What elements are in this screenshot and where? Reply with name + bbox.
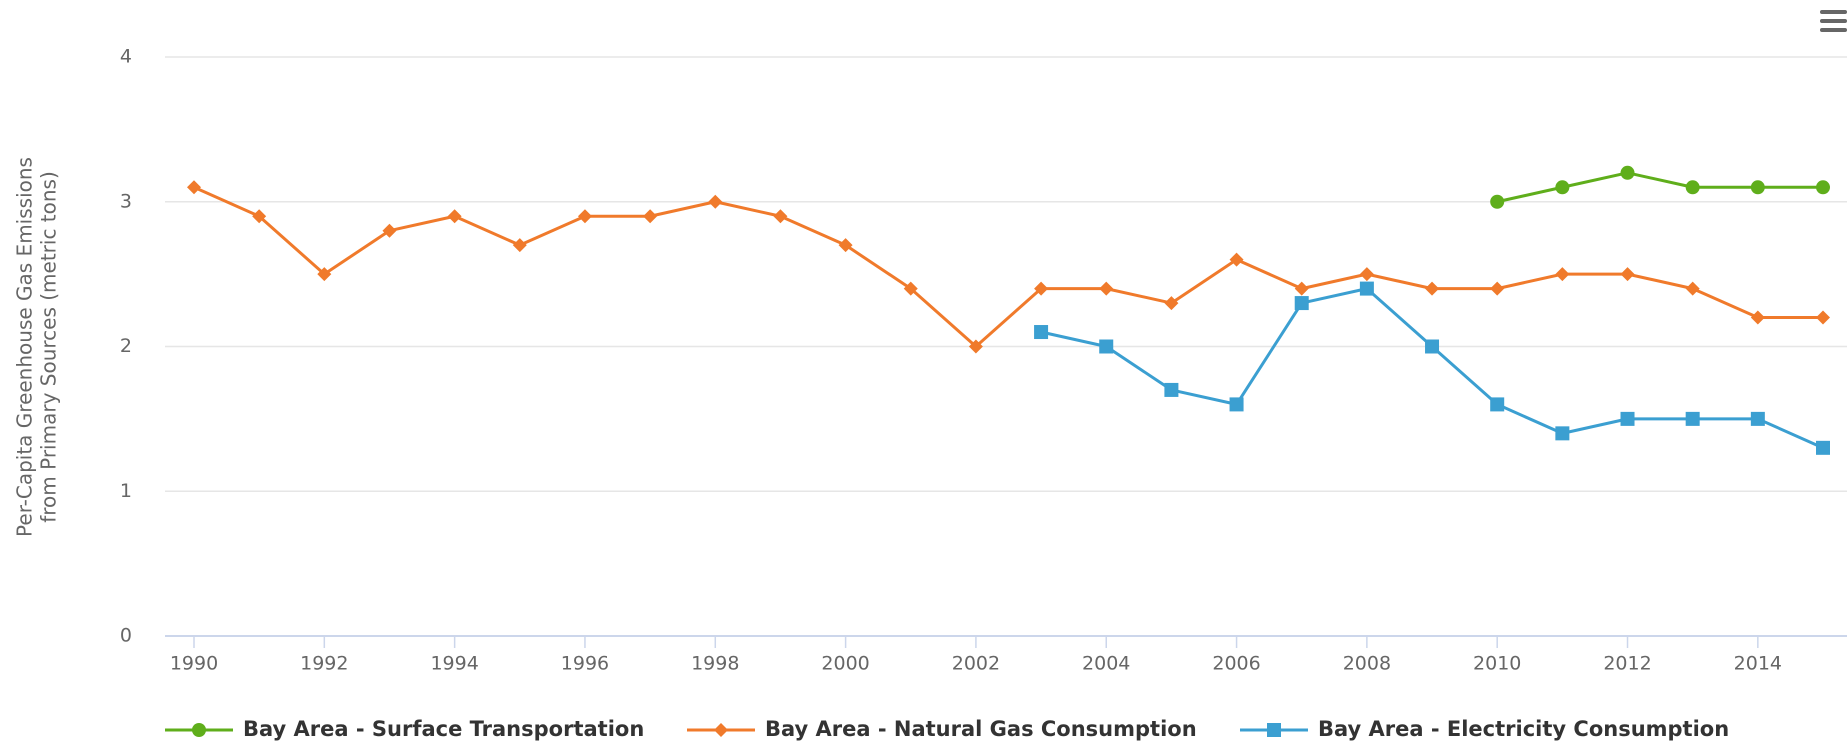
series-line (193, 185, 1823, 348)
point (1685, 411, 1700, 426)
point (1359, 281, 1374, 296)
y-tick-label: 2 (120, 335, 132, 357)
legend-marker (714, 723, 728, 737)
y-tick-label: 0 (120, 625, 132, 647)
point (1164, 296, 1179, 311)
x-tick-label: 2010 (1473, 653, 1521, 675)
legend-item[interactable]: Bay Area - Natural Gas Consumption (687, 717, 1197, 741)
point (1425, 281, 1440, 296)
y-tick-label: 3 (120, 190, 132, 212)
x-tick-label: 1996 (561, 653, 609, 675)
x-tick-label: 2008 (1343, 653, 1391, 675)
point (1816, 180, 1830, 195)
point (1099, 281, 1114, 296)
point (1620, 267, 1635, 282)
point (1816, 440, 1830, 455)
series-line (1040, 287, 1824, 450)
point (1750, 310, 1765, 325)
series (1034, 281, 1830, 455)
point (1555, 180, 1570, 195)
point (382, 223, 397, 238)
point (187, 180, 201, 195)
point (1555, 426, 1570, 441)
point (1750, 411, 1765, 426)
point (1490, 281, 1505, 296)
point (1294, 296, 1309, 311)
x-tick-label: 1992 (300, 653, 348, 675)
x-tick-label: 1998 (691, 653, 739, 675)
y-axis-title: Per-Capita Greenhouse Gas Emissions from… (13, 157, 61, 537)
point (1425, 339, 1440, 354)
series (1490, 165, 1830, 209)
point (1750, 180, 1765, 195)
legend-item[interactable]: Bay Area - Surface Transportation (165, 717, 644, 741)
point (1555, 267, 1570, 282)
point (1099, 339, 1114, 354)
point (1816, 310, 1830, 325)
x-tick-label: 1990 (170, 653, 218, 675)
point (1359, 267, 1374, 282)
y-axis-title-line: Per-Capita Greenhouse Gas Emissions (13, 157, 37, 537)
x-tick-label: 2002 (952, 653, 1000, 675)
menu-icon[interactable] (1820, 10, 1847, 32)
y-tick-label: 4 (120, 46, 132, 68)
y-axis-title-line: from Primary Sources (metric tons) (37, 171, 61, 523)
legend-item[interactable]: Bay Area - Electricity Consumption (1240, 717, 1729, 741)
point (1294, 281, 1309, 296)
point (1229, 397, 1244, 412)
point (1620, 165, 1635, 180)
legend-label: Bay Area - Surface Transportation (243, 717, 644, 741)
menu-bar (1820, 19, 1847, 23)
legend-label: Bay Area - Natural Gas Consumption (765, 717, 1197, 741)
point (1034, 325, 1049, 340)
menu-bar (1820, 10, 1847, 14)
x-tick-label: 2014 (1734, 653, 1782, 675)
point (447, 209, 462, 224)
point (1164, 382, 1179, 397)
point (1685, 180, 1700, 195)
point (1034, 281, 1049, 296)
point (968, 339, 983, 354)
x-tick-label: 2004 (1082, 653, 1130, 675)
point (1229, 252, 1244, 267)
point (577, 209, 592, 224)
legend-marker (192, 723, 206, 737)
menu-bar (1820, 28, 1847, 32)
point (1620, 411, 1635, 426)
point (1490, 397, 1505, 412)
series (187, 180, 1830, 354)
point (708, 194, 723, 209)
point (838, 238, 853, 253)
point (512, 238, 527, 253)
legend-label: Bay Area - Electricity Consumption (1318, 717, 1729, 741)
point (317, 267, 332, 282)
point (773, 209, 788, 224)
legend-marker (1267, 723, 1281, 737)
y-tick-label: 1 (120, 480, 132, 502)
point (903, 281, 918, 296)
series-line (1496, 171, 1823, 204)
point (643, 209, 658, 224)
x-tick-label: 2000 (821, 653, 869, 675)
x-tick-label: 2012 (1603, 653, 1651, 675)
point (252, 209, 267, 224)
x-tick-label: 2006 (1212, 653, 1260, 675)
point (1490, 194, 1505, 209)
x-tick-label: 1994 (430, 653, 478, 675)
point (1685, 281, 1700, 296)
